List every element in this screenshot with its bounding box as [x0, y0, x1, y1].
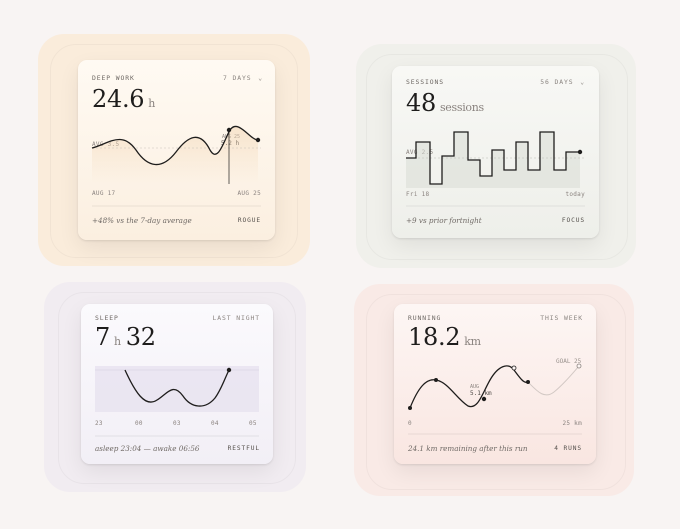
sleep-band [95, 366, 259, 412]
range-label: 56 DAYS [540, 78, 574, 86]
end-point[interactable] [226, 367, 232, 373]
sleep-card[interactable]: SLEEP LAST NIGHT 7 h 32 23 00 03 04 05 asl… [81, 304, 273, 464]
axis-start: 0 [408, 420, 412, 427]
tick-1: 00 [135, 420, 143, 427]
value-unit: km [464, 335, 481, 348]
series-line [91, 125, 259, 166]
projection-line [527, 365, 580, 396]
sleep-chart [95, 366, 259, 437]
axis-end: 25 km [562, 420, 582, 427]
end-point[interactable] [255, 137, 261, 143]
value-number: 24.6 [92, 85, 145, 113]
chevron-down-icon: ⌄ [258, 74, 263, 82]
range-select[interactable]: 56 DAYS ⌄ [540, 78, 585, 86]
mid-point[interactable] [434, 378, 438, 382]
goal-label: GOAL 25 [556, 358, 582, 365]
range-select[interactable]: THIS WEEK [540, 314, 583, 322]
chevron-down-icon: ⌄ [580, 78, 585, 86]
tick-0: 23 [95, 420, 103, 427]
status-tag: ROGUE [237, 217, 261, 224]
card-label: DEEP WORK [92, 74, 135, 82]
open-point[interactable] [511, 365, 517, 371]
point-sublabel: 5.1 km [470, 390, 492, 397]
series-line [409, 365, 529, 409]
footer-text: asleep 23:04 — awake 06:56 [95, 444, 200, 453]
goal-point[interactable] [576, 363, 582, 369]
range-select[interactable]: LAST NIGHT [212, 314, 260, 322]
sessions-chart [406, 131, 585, 207]
highlight-point[interactable] [481, 396, 487, 402]
value-minutes: 32 [125, 323, 156, 351]
end-point[interactable] [577, 149, 583, 155]
tick-3: 04 [211, 420, 219, 427]
status-tag: 4 RUNS [554, 445, 582, 452]
deep-work-card[interactable]: DEEP WORK 7 DAYS ⌄ 24.6h AVG 3.5 AUG 25 … [78, 60, 275, 240]
series-line [124, 369, 230, 407]
value-number: 18.2 [408, 323, 461, 351]
area-fill [92, 126, 258, 184]
running-card[interactable]: RUNNING THIS WEEK 18.2 km GOAL 25 AUG 5.1… [394, 304, 596, 464]
step-area [406, 132, 580, 188]
range-label: 7 DAYS [223, 74, 252, 82]
axis-end: today [565, 191, 585, 198]
point-label: AUG [470, 384, 480, 390]
metric-value: 48 sessions [406, 89, 484, 117]
start-point[interactable] [408, 406, 412, 410]
axis-start: Fri 18 [406, 191, 430, 198]
metric-value: 24.6 h [92, 85, 155, 113]
series-step-line [406, 131, 580, 185]
value-unit: h [148, 97, 156, 110]
status-tag: FOCUS [561, 217, 585, 224]
value-unit: sessions [439, 101, 484, 114]
card-label: SLEEP [95, 314, 119, 322]
value-hours: 7 [95, 323, 110, 351]
axis-start: AUG 17 [92, 190, 116, 197]
footer-text: +48% vs the 7-day average [92, 216, 192, 225]
footer-text: 24.1 km remaining after this run [408, 444, 528, 453]
axis-end: AUG 25 [237, 190, 261, 197]
running-chart [408, 363, 582, 435]
current-point[interactable] [526, 380, 530, 384]
value-number: 48 [406, 89, 436, 117]
value-unit-hours: h [113, 335, 121, 348]
footer-text: +9 vs prior fortnight [406, 216, 482, 225]
card-label: SESSIONS [406, 78, 444, 86]
tick-2: 03 [173, 420, 181, 427]
tick-4: 05 [249, 420, 257, 427]
deep-work-chart [91, 125, 261, 207]
metric-value: 18.2 km [408, 323, 481, 351]
status-tag: RESTFUL [227, 445, 260, 452]
highlight-point[interactable] [226, 127, 232, 133]
card-label: RUNNING [408, 314, 442, 322]
range-select[interactable]: 7 DAYS ⌄ [223, 74, 263, 82]
metric-value: 7 h 32 [95, 323, 156, 351]
